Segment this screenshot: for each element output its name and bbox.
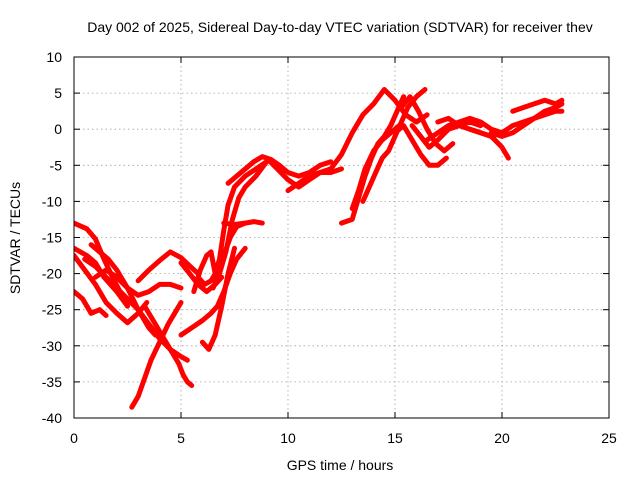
- y-tick-label: -15: [42, 230, 62, 246]
- series-track-15: [199, 245, 237, 352]
- series-track-12: [178, 245, 248, 338]
- y-tick-label: -5: [50, 157, 63, 173]
- series-track-30: [488, 101, 565, 139]
- series-track-2: [74, 253, 150, 326]
- series-track-29: [467, 108, 565, 139]
- grid-layer: [74, 57, 609, 418]
- y-tick-label: 5: [54, 85, 62, 101]
- y-axis-label: SDTVAR / TECUs: [7, 182, 23, 294]
- x-axis-label: GPS time / hours: [287, 457, 394, 473]
- series-track-17: [221, 219, 265, 227]
- y-tick-label: 0: [54, 121, 62, 137]
- series-track-8: [129, 300, 184, 410]
- series-track-21: [339, 94, 407, 226]
- y-tick-label: -20: [42, 266, 62, 282]
- y-tick-label: -40: [42, 410, 62, 426]
- y-tick-label: -30: [42, 338, 62, 354]
- series-track-24: [392, 123, 449, 168]
- x-tick-label: 25: [601, 430, 617, 446]
- series-track-25: [398, 94, 456, 154]
- axes-layer: 0 5 10 15 20 25 -40 -35 -30 -25 -20 -15 -10 -5 0 5 10: [42, 49, 617, 446]
- series-track-16: [210, 159, 270, 291]
- series-track-7: [92, 267, 184, 298]
- series-track-22: [349, 123, 402, 212]
- y-tick-label: -25: [42, 302, 62, 318]
- series-track-13: [191, 159, 270, 295]
- series-track-9: [135, 249, 201, 284]
- series-track-27: [424, 115, 505, 143]
- series-track-31: [510, 97, 565, 114]
- x-tick-label: 20: [494, 430, 510, 446]
- series-layer: [74, 87, 565, 410]
- series-track-20: [285, 166, 344, 194]
- series-track-18: [225, 154, 334, 186]
- x-tick-label: 10: [280, 430, 296, 446]
- y-tick-label: 10: [46, 49, 62, 65]
- x-tick-label: 0: [70, 430, 78, 446]
- x-tick-label: 15: [387, 430, 403, 446]
- series-track-10: [142, 303, 195, 388]
- series-track-6: [88, 242, 158, 338]
- series-track-26: [409, 119, 484, 150]
- x-tick-label: 5: [177, 430, 185, 446]
- series-track-3: [74, 289, 109, 318]
- chart-title: Day 002 of 2025, Sidereal Day-to-day VTE…: [87, 19, 593, 35]
- y-tick-label: -35: [42, 374, 62, 390]
- y-tick-label: -10: [42, 193, 62, 209]
